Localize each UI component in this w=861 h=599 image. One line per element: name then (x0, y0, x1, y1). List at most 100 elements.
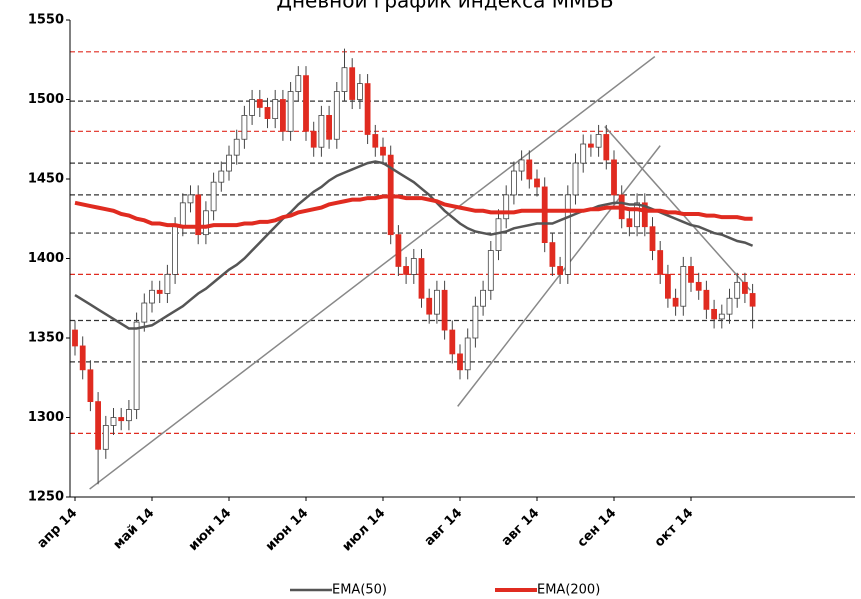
candle-body (464, 337, 471, 371)
candle-body (472, 305, 479, 339)
candle-body (403, 266, 410, 275)
candle-body (426, 297, 433, 315)
candle-body (557, 266, 563, 275)
candle-body (303, 75, 309, 132)
candle-body (541, 186, 548, 243)
candle-body (703, 289, 710, 310)
candle-body (79, 345, 86, 371)
x-tick-label: апр 14 (35, 506, 81, 552)
candle-body (580, 143, 587, 164)
candle-body (233, 138, 240, 156)
candle-body (95, 401, 101, 450)
candle-body (72, 329, 78, 347)
y-tick-label: 1350 (28, 331, 64, 346)
candle-body (356, 83, 363, 100)
x-tick-label: окт 14 (652, 506, 696, 550)
candle-body (749, 293, 756, 307)
candle-body (457, 353, 463, 371)
candle-body (441, 289, 448, 331)
candle-body (179, 202, 186, 228)
candle-body (195, 194, 202, 236)
candle-body (718, 313, 725, 320)
trend-line (604, 126, 751, 291)
candle-body (711, 308, 717, 320)
candle-body (588, 143, 594, 148)
x-tick-label: авг 14 (499, 506, 542, 549)
candle-body (595, 134, 602, 148)
candle-body (611, 159, 617, 196)
legend-label: EMA(200) (537, 583, 600, 598)
candle-body (272, 99, 279, 119)
candle-body (534, 178, 540, 188)
candle-body (118, 417, 125, 422)
candle-body (187, 194, 194, 204)
x-tick-label: июл 14 (340, 506, 389, 555)
candle-body (726, 297, 733, 315)
y-tick-label: 1550 (28, 13, 64, 28)
y-tick-label: 1400 (28, 251, 64, 266)
candle-body (226, 154, 232, 172)
candle-body (264, 107, 271, 119)
candle-body (372, 134, 379, 148)
ema-line (74, 160, 754, 330)
x-tick-label: июн 14 (263, 506, 311, 554)
candle-body (287, 91, 294, 132)
candle-body (318, 115, 325, 148)
x-tick-label: сен 14 (575, 506, 620, 551)
candle-body (564, 194, 571, 275)
candle-body (326, 115, 333, 140)
candle-body (126, 409, 132, 422)
candle-body (141, 302, 148, 323)
y-tick-label: 1300 (28, 410, 64, 425)
candle-body (172, 226, 179, 275)
candle-body (572, 162, 579, 196)
candle-body (634, 202, 640, 228)
candle-body (349, 67, 356, 100)
candle-body (279, 99, 286, 132)
y-tick-label: 1450 (28, 172, 64, 187)
candle-body (480, 289, 487, 307)
candle-body (742, 281, 748, 294)
candle-body (202, 210, 209, 236)
candle-body (649, 226, 656, 251)
candle-body (395, 234, 402, 267)
y-tick-label: 1500 (28, 92, 64, 107)
candle-body (549, 242, 556, 267)
candle-body (503, 194, 510, 220)
candle-body (156, 289, 163, 294)
candle-body (241, 115, 248, 140)
candle-body (626, 218, 633, 228)
candle-body (526, 159, 533, 180)
trend-line (89, 55, 656, 490)
candle-body (295, 75, 302, 92)
candle-body (133, 321, 140, 410)
candle-body (364, 83, 371, 135)
candle-body (487, 250, 494, 291)
candle-body (680, 266, 687, 307)
chart-title: Дневной график индекса ММВБ (276, 0, 613, 13)
candle-body (433, 289, 440, 315)
candle-body (164, 273, 171, 294)
candle-body (210, 181, 217, 212)
candle-body (665, 273, 671, 299)
x-tick-label: май 14 (111, 506, 158, 553)
candle-body (333, 91, 340, 140)
candle-body (657, 250, 664, 275)
trend-line (457, 145, 661, 407)
candle-body (218, 170, 225, 183)
candle-body (410, 258, 417, 275)
candle-body (256, 99, 263, 108)
candle-body (603, 134, 610, 161)
candle-body (102, 425, 109, 450)
candle-body (249, 99, 256, 116)
x-tick-label: июн 14 (186, 506, 234, 554)
candle-body (149, 289, 155, 304)
candle-body (87, 369, 94, 402)
candle-body (380, 146, 386, 156)
legend-label: EMA(50) (332, 583, 387, 598)
candle-body (688, 266, 694, 283)
candle-body (110, 417, 117, 426)
y-tick-label: 1250 (28, 490, 64, 505)
candle-body (310, 130, 317, 148)
